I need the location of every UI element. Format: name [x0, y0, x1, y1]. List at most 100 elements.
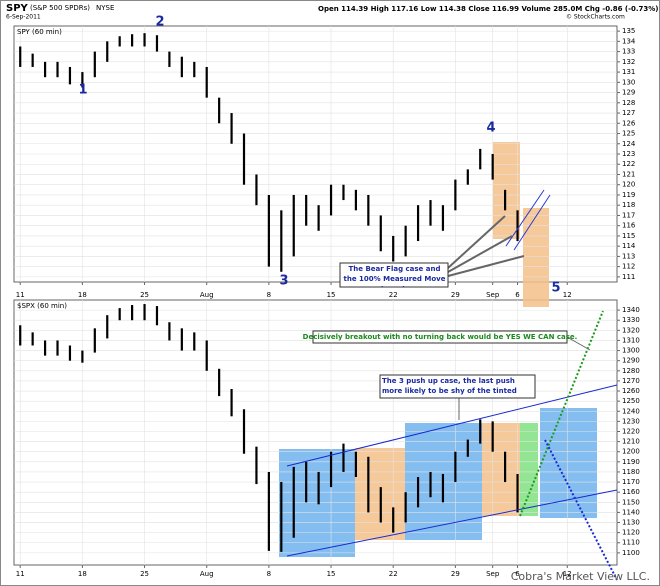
y-tick-label: 1220 — [622, 427, 640, 435]
y-tick-label: 1260 — [622, 387, 640, 395]
wave-label: 2 — [155, 15, 164, 30]
y-tick-label: 127 — [622, 109, 635, 117]
symbol: SPY — [6, 3, 29, 14]
y-tick-label: 1160 — [622, 488, 640, 496]
exchange: NYSE — [96, 4, 114, 12]
note-box — [339, 262, 449, 288]
panel-title: $SPX (60 min) — [17, 302, 67, 310]
x-tick-label: 8 — [267, 570, 271, 578]
x-tick-label: 29 — [451, 291, 460, 299]
pointer — [566, 336, 591, 351]
y-tick-label: 120 — [622, 181, 635, 189]
note: The 3 push up case, the last push more l… — [382, 377, 517, 398]
x-tick-label: 29 — [451, 570, 460, 578]
x-tick-label: Sep — [486, 570, 500, 578]
target-box — [523, 208, 549, 307]
x-tick-label: 22 — [389, 570, 398, 578]
bottom-panel — [13, 299, 618, 566]
note-box — [312, 330, 568, 344]
y-tick-label: 125 — [622, 130, 635, 138]
pointer — [447, 235, 513, 273]
x-tick-label: 22 — [389, 291, 398, 299]
y-tick-label: 1240 — [622, 407, 640, 415]
y-tick-label: 129 — [622, 89, 635, 97]
y-tick-label: 1210 — [622, 438, 640, 446]
breakout-note: Decisively breakout with no turning back… — [303, 333, 578, 341]
x-tick-label: 18 — [78, 291, 87, 299]
pointer — [447, 255, 525, 277]
y-tick-label: 118 — [622, 201, 635, 209]
y-tick-label: 1340 — [622, 306, 640, 314]
y-tick-label: 1300 — [622, 347, 640, 355]
y-tick-label: 1310 — [622, 336, 640, 344]
y-tick-label: 1200 — [622, 448, 640, 456]
note: The Bear Flag case and the 100% Measured… — [343, 265, 446, 287]
y-tick-label: 1330 — [622, 316, 640, 324]
x-tick-label: 15 — [327, 291, 336, 299]
wave-label: 3 — [279, 274, 288, 289]
y-tick-label: 122 — [622, 160, 635, 168]
breakout-path — [519, 310, 604, 517]
y-tick-label: 1280 — [622, 367, 640, 375]
x-tick-label: 11 — [16, 291, 25, 299]
y-tick-label: 1190 — [622, 458, 640, 466]
y-tick-label: 132 — [622, 58, 635, 66]
y-tick-label: 1270 — [622, 377, 640, 385]
y-tick-label: 1140 — [622, 508, 640, 516]
x-tick-label: 6 — [515, 570, 520, 578]
panel-title: SPY (60 min) — [17, 28, 62, 36]
x-tick-label: 11 — [16, 570, 25, 578]
y-tick-label: 1130 — [622, 519, 640, 527]
x-tick-label: 25 — [140, 291, 149, 299]
bear-flag-note: The Bear Flag case and the 100% Measured… — [343, 265, 446, 287]
target-box — [520, 423, 538, 516]
target-box — [482, 423, 520, 516]
x-tick-label: Aug — [200, 570, 214, 578]
y-tick-label: 131 — [622, 68, 635, 76]
y-tick-label: 126 — [622, 119, 636, 127]
channel-line — [286, 384, 618, 467]
wave-label: 4 — [486, 121, 495, 136]
three-push-note: The 3 push up case, the last push more l… — [382, 377, 517, 398]
wave-label: 1 — [78, 83, 87, 98]
channel-line — [286, 489, 618, 557]
y-tick-label: 130 — [622, 78, 635, 86]
quote: Open 114.39 High 117.16 Low 114.38 Close… — [318, 5, 659, 13]
y-tick-label: 1170 — [622, 478, 640, 486]
pointer — [447, 215, 506, 269]
y-tick-label: 113 — [622, 252, 635, 260]
y-tick-label: 115 — [622, 232, 635, 240]
y-tick-label: 112 — [622, 263, 635, 271]
flag-line — [513, 194, 551, 251]
target-box — [279, 449, 355, 557]
symbol-name: (S&P 500 SPDRs) — [30, 4, 90, 12]
y-tick-label: 1320 — [622, 326, 640, 334]
y-tick-label: 1250 — [622, 397, 640, 405]
x-tick-label: 12 — [563, 291, 572, 299]
date: 6-Sep-2011 — [6, 14, 41, 21]
x-tick-label: Aug — [200, 291, 214, 299]
x-tick-label: 8 — [267, 291, 271, 299]
watermark: Cobra's Market View LLC. — [511, 570, 650, 583]
y-tick-label: 133 — [622, 48, 635, 56]
y-tick-label: 1100 — [622, 549, 640, 557]
x-tick-label: 6 — [515, 291, 520, 299]
y-tick-label: 1230 — [622, 417, 640, 425]
y-tick-label: 134 — [622, 37, 636, 45]
y-tick-label: 1120 — [622, 529, 640, 537]
y-tick-label: 111 — [622, 273, 635, 281]
y-tick-label: 123 — [622, 150, 635, 158]
y-tick-label: 1290 — [622, 357, 640, 365]
source: © StockCharts.com — [566, 14, 625, 21]
y-tick-label: 128 — [622, 99, 635, 107]
y-tick-label: 117 — [622, 211, 635, 219]
x-tick-label: 12 — [563, 570, 572, 578]
drawings — [286, 189, 618, 581]
y-tick-label: 1150 — [622, 498, 640, 506]
y-tick-label: 119 — [622, 191, 635, 199]
y-tick-label: 114 — [622, 242, 636, 250]
y-tick-label: 116 — [622, 222, 636, 230]
target-box — [540, 408, 597, 518]
y-tick-label: 124 — [622, 140, 636, 148]
